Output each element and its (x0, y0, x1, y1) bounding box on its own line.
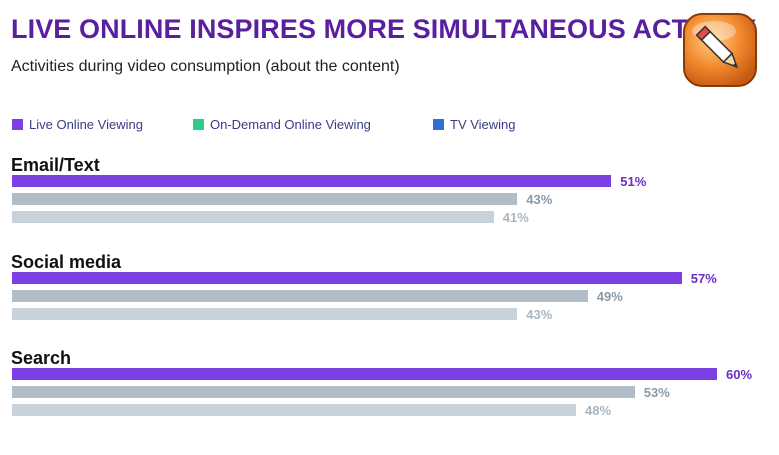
legend-label-on-demand: On-Demand Online Viewing (210, 117, 371, 132)
bar-tv-email-text (12, 211, 494, 223)
legend-item-on-demand: On-Demand Online Viewing (193, 117, 371, 132)
category-label-email-text: Email/Text (11, 155, 100, 175)
value-label-on-demand-search: 53% (643, 385, 670, 400)
bar-on-demand-search (12, 386, 635, 398)
legend-swatch-on-demand (193, 119, 204, 130)
bar-live-search (12, 368, 717, 380)
category-label-social-media: Social media (11, 252, 122, 272)
bar-on-demand-social-media (12, 290, 588, 302)
bar-live-email-text (12, 175, 612, 187)
value-label-live-social-media: 57% (690, 271, 717, 286)
legend-swatch-tv (433, 119, 444, 130)
chart-title: LIVE ONLINE INSPIRES MORE SIMULTANEOUS A… (11, 14, 757, 44)
legend-label-live: Live Online Viewing (29, 117, 143, 132)
legend-item-live: Live Online Viewing (12, 117, 143, 132)
category-label-search: Search (11, 348, 72, 368)
value-label-on-demand-social-media: 49% (596, 289, 623, 304)
pencil-app-icon[interactable] (681, 11, 759, 89)
legend-item-tv: TV Viewing (433, 117, 516, 132)
legend-swatch-live (12, 119, 23, 130)
legend-label-tv: TV Viewing (450, 117, 516, 132)
value-label-tv-email-text: 41% (502, 210, 529, 225)
value-label-live-search: 60% (726, 367, 753, 382)
bar-live-social-media (12, 272, 682, 284)
bar-tv-search (12, 404, 576, 416)
bar-on-demand-email-text (12, 193, 518, 205)
value-label-tv-social-media: 43% (526, 307, 553, 322)
value-label-live-email-text: 51% (620, 174, 647, 189)
bar-tv-social-media (12, 308, 518, 320)
chart-subtitle: Activities during video consumption (abo… (11, 58, 400, 75)
value-label-tv-search: 48% (585, 403, 612, 418)
value-label-on-demand-email-text: 43% (526, 192, 553, 207)
